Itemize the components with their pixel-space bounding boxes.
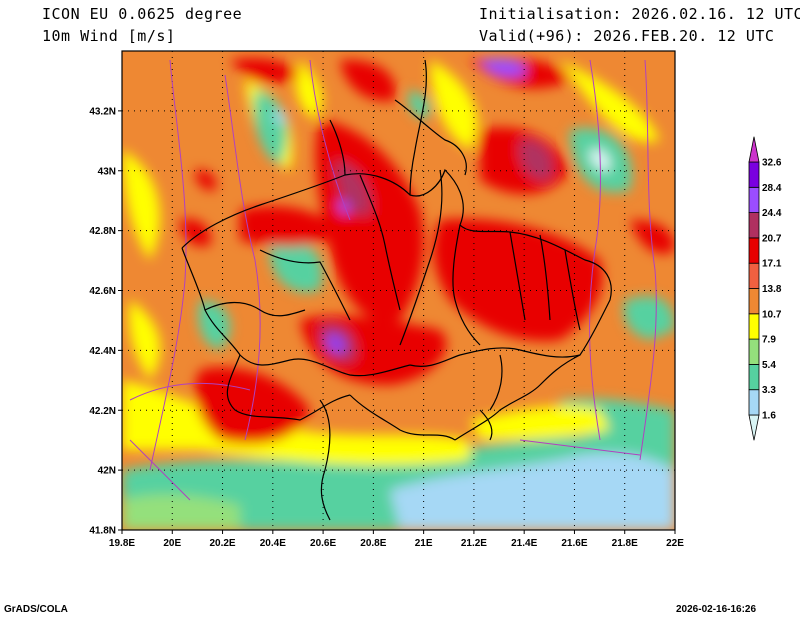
lat-lon-grid [122, 51, 675, 530]
x-axis: 19.8E 20E 20.2E 20.4E 20.6E 20.8E 21E 21.2E 21.4… [109, 530, 684, 549]
wind-streamlines [129, 59, 657, 501]
wind-contours [122, 58, 675, 530]
model-title: ICON EU 0.0625 degree [42, 5, 243, 23]
colorbar-box [748, 389, 760, 416]
colorbar-label: 10.7 [762, 309, 782, 320]
colorbar-label: 20.7 [762, 233, 782, 244]
colorbar-max-triangle [748, 136, 760, 163]
x-tick-label: 21.4E [511, 538, 537, 549]
colorbar-label: 17.1 [762, 259, 782, 270]
colorbar-box [748, 161, 760, 188]
colorbar-box [748, 212, 760, 239]
colorbar: 1.6 3.3 5.4 7.9 10.7 13.8 17.1 20.7 24.4 28.4 32.6 [748, 136, 782, 441]
footer-credit: GrADS/COLA [4, 604, 68, 615]
y-tick-label: 42.4N [89, 346, 116, 357]
x-tick-label: 20.8E [360, 538, 386, 549]
colorbar-box [748, 186, 760, 214]
x-tick-label: 21.2E [461, 538, 487, 549]
y-tick-label: 43N [98, 166, 116, 177]
valid-time: Valid(+96): 2026.FEB.20. 12 UTC [479, 27, 775, 45]
colorbar-min-triangle [748, 414, 760, 441]
x-tick-label: 21.6E [561, 538, 587, 549]
colorbar-label: 5.4 [762, 360, 776, 371]
colorbar-box [748, 313, 760, 340]
init-time: Initialisation: 2026.02.16. 12 UTC [479, 5, 800, 23]
colorbar-label: 1.6 [762, 411, 776, 422]
colorbar-label: 28.4 [762, 183, 782, 194]
colorbar-box [748, 363, 760, 391]
x-tick-label: 20.6E [310, 538, 336, 549]
colorbar-box [748, 288, 760, 315]
y-tick-label: 42.8N [89, 226, 116, 237]
x-tick-label: 20E [163, 538, 181, 549]
field-title: 10m Wind [m/s] [42, 27, 176, 45]
y-tick-label: 43.2N [89, 106, 116, 117]
colorbar-label: 13.8 [762, 284, 782, 295]
colorbar-box [748, 237, 760, 264]
x-tick-label: 21.8E [612, 538, 638, 549]
x-tick-label: 22E [666, 538, 684, 549]
x-tick-label: 21E [415, 538, 433, 549]
y-tick-label: 42.6N [89, 286, 116, 297]
colorbar-label: 7.9 [762, 335, 776, 346]
colorbar-box [748, 338, 760, 365]
footer-timestamp: 2026-02-16-16:26 [676, 604, 757, 615]
colorbar-label: 3.3 [762, 385, 776, 396]
y-tick-label: 42N [98, 466, 116, 477]
colorbar-label: 24.4 [762, 208, 782, 219]
colorbar-box [748, 262, 760, 289]
y-axis: 41.8N 42N 42.2N 42.4N 42.6N 42.8N 43N 43.2N [89, 106, 122, 537]
wind-field [122, 51, 675, 530]
colorbar-label: 32.6 [762, 158, 782, 169]
country-borders [181, 59, 612, 521]
y-tick-label: 42.2N [89, 406, 116, 417]
y-tick-label: 41.8N [89, 526, 116, 537]
x-tick-label: 19.8E [109, 538, 135, 549]
x-tick-label: 20.4E [260, 538, 286, 549]
x-tick-label: 20.2E [209, 538, 235, 549]
